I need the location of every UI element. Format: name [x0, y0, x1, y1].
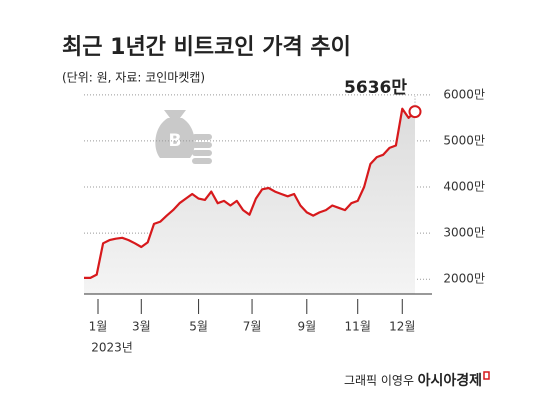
- x-axis-label: 2023년: [91, 341, 133, 355]
- y-tick-label: 4000만: [443, 180, 485, 194]
- x-tick-label: 9월: [297, 320, 316, 334]
- y-tick-label: 6000만: [443, 87, 485, 101]
- annotation: 5636만: [344, 78, 407, 98]
- logo-mark: [483, 371, 490, 380]
- y-tick-label: 5000만: [443, 133, 485, 147]
- money-icon: B: [155, 110, 212, 164]
- publisher: 아시아경제: [418, 372, 482, 389]
- line: [84, 107, 416, 279]
- x-tick-label: 3월: [132, 320, 151, 334]
- highlight-marker: [408, 105, 422, 119]
- x-tick-label: 11월: [345, 320, 371, 334]
- chart-subtitle: (단위: 원, 자료: 코인마켓캡): [62, 71, 205, 85]
- y-tick-label: 3000만: [443, 226, 485, 240]
- x-tick-label: 7월: [243, 320, 262, 334]
- x-tick-label: 12월: [389, 320, 415, 334]
- area: [84, 108, 415, 294]
- x-tick-label: 5월: [189, 320, 208, 334]
- x-tick-label: 1월: [89, 320, 108, 334]
- y-tick-label: 2000만: [443, 272, 485, 286]
- chart-title: 최근 1년간 비트코인 가격 추이: [62, 35, 351, 60]
- credit: 그래픽 이영우: [344, 374, 414, 388]
